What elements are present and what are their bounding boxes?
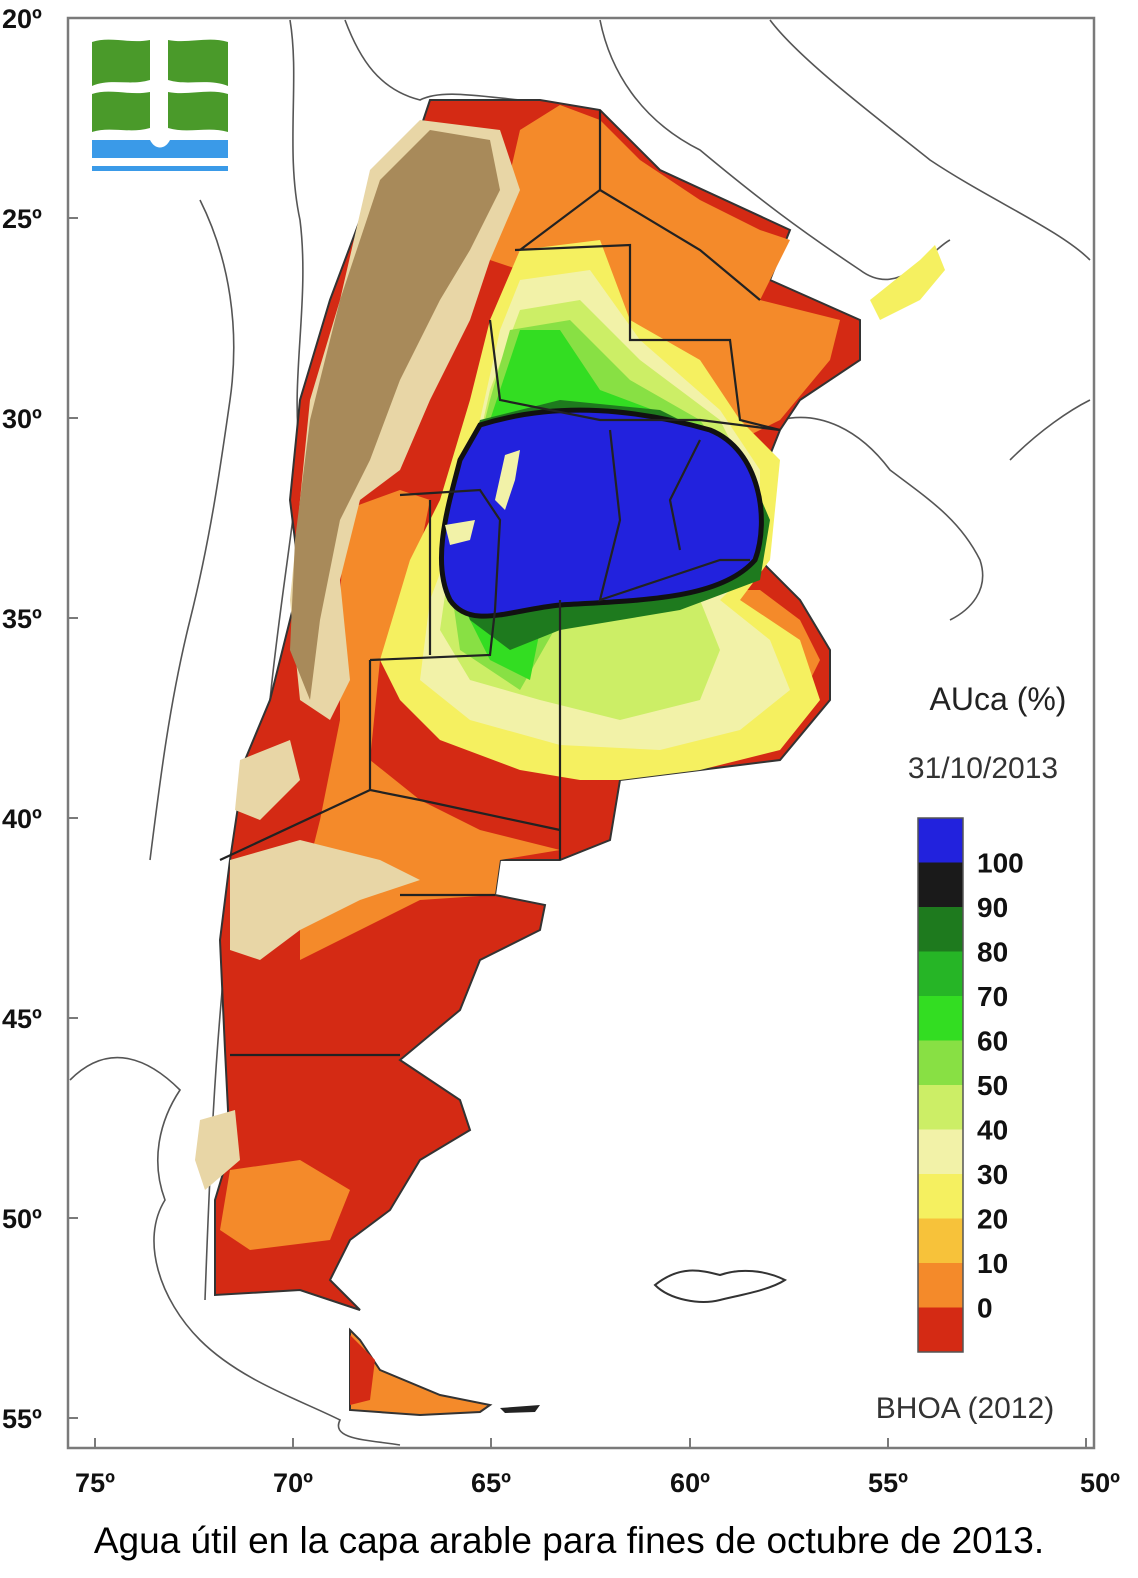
zone-orange-north [490,105,840,440]
latitude-axis: 20º 25º 30º 35º 40º 45º 50º 55º [2,4,78,1434]
zone-andes-light [290,120,520,720]
logo-leaf-bottom-left [92,91,150,132]
legend-label-80: 80 [977,937,1008,968]
lat-label-30: 30º [2,404,42,434]
legend-border [917,817,964,1353]
map-frame [66,16,1096,1450]
legend-swatch-0 [918,818,963,863]
lat-label-35: 35º [2,604,42,634]
province-borders [219,110,781,1057]
neighbor-borders [69,19,1091,1446]
legend-label-100: 100 [977,848,1024,879]
legend-swatch-3 [918,951,963,997]
legend-label-50: 50 [977,1070,1008,1101]
legend-swatch-5 [918,1040,963,1086]
lat-label-40: 40º [2,804,42,834]
legend: AUca (%) 31/10/2013 10090807060504030201… [908,681,1067,1353]
legend-label-70: 70 [977,981,1008,1012]
lon-label-75: 75º [75,1468,115,1498]
lon-label-70: 70º [273,1468,313,1498]
legend-swatch-11 [918,1307,963,1353]
zone-orange-west [300,490,560,960]
legend-label-10: 10 [977,1248,1008,1279]
legend-label-0: 0 [977,1293,993,1324]
longitude-axis: 75º 70º 65º 60º 55º 50º [75,1438,1120,1498]
lat-label-25: 25º [2,204,42,234]
saturated-inner-island-2 [445,520,475,545]
lat-label-55: 55º [2,1404,42,1434]
lat-label-45: 45º [2,1004,42,1034]
legend-swatch-7 [918,1129,963,1175]
malvinas-islands [653,1269,787,1303]
zone-patagonia-light [230,840,420,960]
logo-water [92,140,228,158]
legend-swatch-2 [918,907,963,952]
zone-orange-misiones [870,245,945,320]
lat-label-20: 20º [2,4,42,34]
legend-label-60: 60 [977,1026,1008,1057]
legend-label-40: 40 [977,1115,1008,1146]
logo-leaf-bottom-right [168,91,228,132]
saturated-inner-island [495,450,520,510]
zone-saturated [438,407,764,619]
legend-label-90: 90 [977,892,1008,923]
isla-de-los-estados [500,1405,540,1413]
legend-label-30: 30 [977,1159,1008,1190]
tierra-del-fuego [349,1327,493,1417]
legend-swatch-9 [918,1218,963,1264]
legend-title: AUca (%) [930,681,1067,717]
lon-label-50: 50º [1080,1468,1120,1498]
institution-logo [92,39,228,171]
zone-andes-brown [290,130,500,700]
logo-leaf-top-right [168,39,228,86]
legend-swatch-10 [918,1263,963,1308]
zone-patagonia-light-2 [235,740,300,820]
legend-swatch-6 [918,1085,963,1130]
legend-swatch-1 [918,862,963,908]
lon-label-65: 65º [471,1468,511,1498]
legend-label-20: 20 [977,1204,1008,1235]
legend-swatch-4 [918,996,963,1041]
lon-label-55: 55º [868,1468,908,1498]
tierra-del-fuego-dry [350,1335,375,1405]
logo-leaf-top-left [92,39,150,86]
legend-date: 31/10/2013 [908,752,1058,785]
logo-water-line [92,166,228,171]
zone-south-light [195,1110,240,1190]
source-label: BHOA (2012) [876,1392,1054,1425]
lon-label-60: 60º [670,1468,710,1498]
zone-orange-patagonia [220,1160,350,1250]
figure-caption: Agua útil en la capa arable para fines d… [93,1520,1045,1561]
lat-label-50: 50º [2,1204,42,1234]
legend-swatch-8 [918,1174,963,1219]
